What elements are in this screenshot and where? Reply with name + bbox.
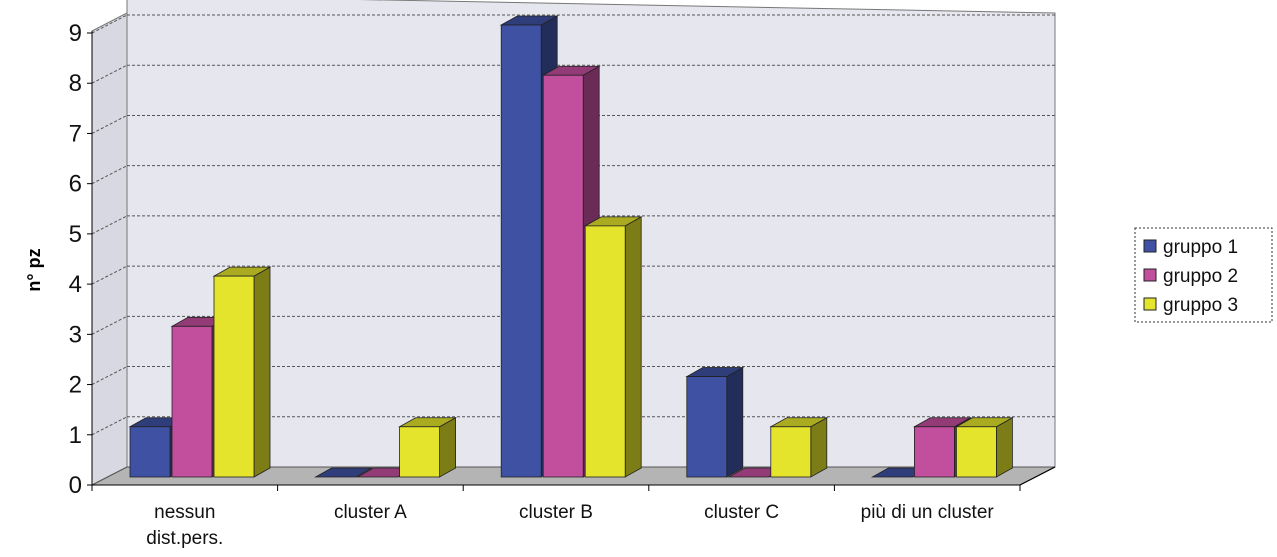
bar-side [810, 417, 828, 478]
grid-line [91, 64, 128, 84]
grid-line [91, 165, 128, 185]
legend-label: gruppo 2 [1163, 266, 1238, 287]
bar-side [439, 417, 457, 478]
legend-label: gruppo 1 [1163, 237, 1238, 258]
bar [314, 467, 374, 478]
bar-side [996, 417, 1013, 478]
bar [398, 417, 458, 478]
legend-label: gruppo 3 [1163, 295, 1238, 316]
bar-front [500, 24, 542, 478]
bar [685, 366, 745, 478]
x-tick-label: nessun dist.pers. [146, 502, 224, 549]
x-axis [1019, 466, 1056, 486]
y-tick-label: 3 [69, 321, 82, 348]
y-tick-label: 0 [69, 472, 82, 499]
y-tick-label: 4 [69, 271, 82, 298]
grid-line [91, 366, 128, 386]
bar-front [956, 426, 997, 478]
x-tick-label: cluster C [704, 502, 780, 523]
y-tick-label: 2 [69, 372, 82, 399]
y-tick-label: 7 [69, 120, 82, 147]
grid-line [91, 114, 128, 134]
grid-line [91, 14, 128, 34]
bar-front [770, 426, 812, 478]
bar-side [624, 216, 642, 478]
y-tick-label: 1 [69, 422, 82, 449]
y-tick-label: 9 [69, 20, 82, 47]
bar-front [686, 376, 728, 478]
bar-top [314, 467, 374, 478]
bar-front [171, 325, 213, 478]
bar [954, 417, 1014, 478]
y-tick-label: 5 [69, 221, 82, 248]
grid-line [91, 416, 128, 436]
legend-swatch [1143, 297, 1157, 311]
grid-line [91, 315, 128, 335]
grid-line [91, 265, 128, 285]
bar-front [129, 426, 171, 478]
bar-front [542, 74, 584, 478]
x-tick-label: cluster A [333, 502, 407, 523]
legend-swatch [1143, 268, 1157, 282]
bar-front [914, 426, 955, 478]
y-tick-label: 8 [69, 70, 82, 97]
x-tick-label: cluster B [519, 502, 593, 523]
bar [769, 417, 829, 478]
bar [583, 216, 643, 478]
bar [212, 266, 272, 478]
x-tick-label: più di un cluster [860, 502, 994, 523]
bar-side [253, 266, 271, 478]
side-wall [91, 12, 128, 486]
grid-line [91, 215, 128, 235]
bar-front [213, 275, 255, 478]
y-axis-label: n° pz [24, 248, 44, 291]
bar-side [726, 366, 744, 478]
legend-box [1134, 227, 1273, 323]
bar-front [399, 426, 441, 478]
bar-front [584, 225, 626, 478]
y-tick-label: 6 [69, 171, 82, 198]
legend-swatch [1143, 239, 1157, 253]
